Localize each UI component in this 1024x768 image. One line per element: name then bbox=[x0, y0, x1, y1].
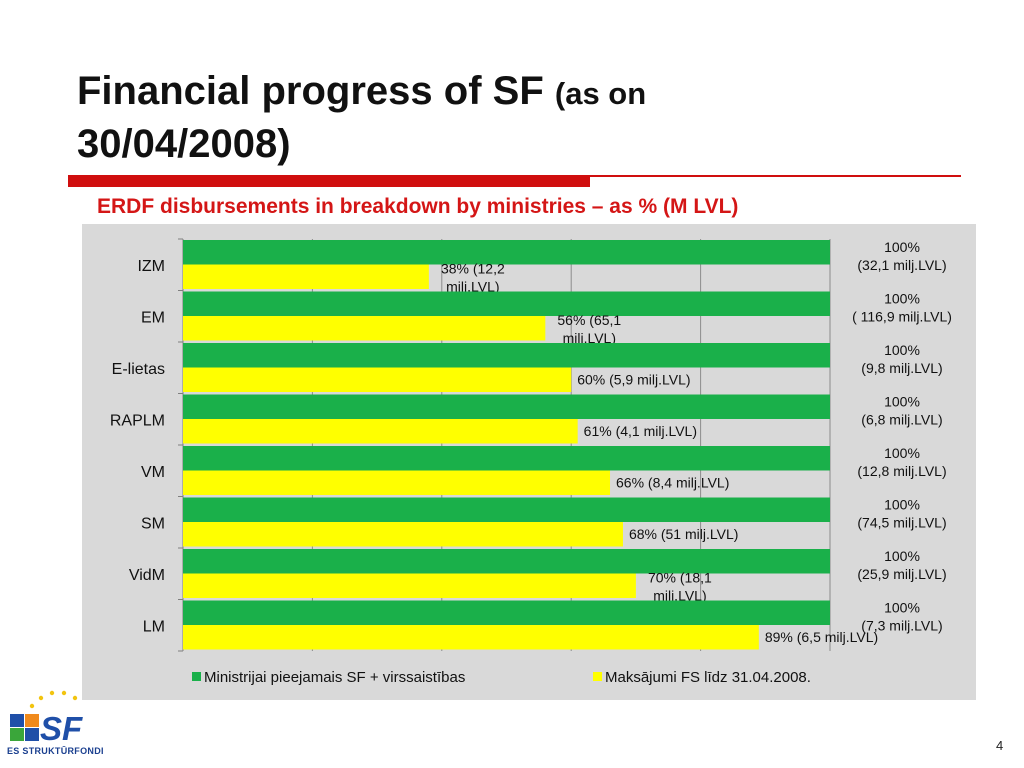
bar-available bbox=[183, 394, 830, 419]
data-label-payments: 70% (18,1 milj.LVL) bbox=[648, 570, 712, 604]
data-label-payments: 66% (8,4 milj.LVL) bbox=[616, 475, 729, 491]
data-label-payments: 56% (65,1 milj.LVL) bbox=[557, 312, 621, 346]
data-label-payments: 89% (6,5 milj.LVL) bbox=[765, 629, 878, 645]
legend-item-available: Ministrijai pieejamais SF + virssaistība… bbox=[192, 669, 465, 686]
bar-available bbox=[183, 446, 830, 471]
legend-label-payments: Maksājumi FS līdz 31.04.2008. bbox=[605, 669, 811, 686]
data-label-available: 100% (74,5 milj.LVL) bbox=[857, 497, 946, 531]
data-label-payments: 38% (12,2 milj.LVL) bbox=[441, 261, 505, 295]
data-label-payments: 68% (51 milj.LVL) bbox=[629, 526, 738, 542]
bar-payments bbox=[183, 470, 611, 495]
category-label: RAPLM bbox=[110, 412, 165, 429]
legend-swatch-available bbox=[192, 672, 201, 681]
data-label-available: 100% (25,9 milj.LVL) bbox=[857, 548, 946, 582]
legend-item-payments: Maksājumi FS līdz 31.04.2008. bbox=[593, 669, 811, 686]
category-label: IZM bbox=[137, 258, 165, 275]
data-label-available: 100% (9,8 milj.LVL) bbox=[861, 342, 942, 376]
bar-payments bbox=[183, 522, 623, 547]
chart-panel: IZM 100% (32,1 milj.LVL) 38% (12,2 milj.LVL)… bbox=[82, 224, 976, 700]
bar-available bbox=[183, 343, 830, 368]
bar-payments bbox=[183, 419, 578, 444]
sf-logo-mark: SF bbox=[40, 710, 83, 747]
data-label-payments: 60% (5,9 milj.LVL) bbox=[577, 372, 690, 388]
bar-payments bbox=[183, 573, 636, 598]
bar-payments bbox=[183, 316, 546, 341]
category-label: SM bbox=[141, 515, 165, 532]
title-divider bbox=[68, 175, 961, 189]
page-number: 4 bbox=[996, 738, 1004, 753]
slide-title-date: 30/04/2008) bbox=[77, 122, 291, 166]
chart-legend: Ministrijai pieejamais SF + virssaistība… bbox=[82, 667, 976, 693]
legend-swatch-payments bbox=[593, 672, 602, 681]
data-label-available: 100% (7,3 milj.LVL) bbox=[861, 600, 942, 634]
sf-logo-caption: ES STRUKTŪRFONDI bbox=[7, 746, 104, 756]
bar-payments bbox=[183, 625, 759, 650]
bar-available bbox=[183, 497, 830, 522]
category-label: EM bbox=[141, 309, 165, 326]
bar-payments bbox=[183, 264, 429, 289]
chart-title: ERDF disbursements in breakdown by minis… bbox=[97, 195, 739, 218]
bar-available bbox=[183, 600, 830, 625]
data-label-available: 100%( 116,9 milj.LVL) bbox=[852, 291, 952, 325]
category-label: LM bbox=[143, 618, 165, 635]
squares-icon bbox=[10, 714, 39, 741]
data-label-available: 100% (32,1 milj.LVL) bbox=[857, 239, 946, 273]
category-label: VidM bbox=[129, 567, 165, 584]
bar-available bbox=[183, 240, 830, 265]
slide-title-date-prefix: (as on bbox=[554, 76, 647, 111]
star-arc-icon bbox=[29, 690, 78, 709]
category-label: VM bbox=[141, 464, 165, 481]
sf-logo: SF bbox=[10, 690, 83, 747]
title-divider-thin bbox=[590, 175, 961, 177]
title-divider-thick bbox=[68, 175, 590, 187]
bar-available bbox=[183, 291, 830, 316]
bar-available bbox=[183, 549, 830, 574]
legend-label-available: Ministrijai pieejamais SF + virssaistība… bbox=[204, 669, 466, 686]
slide-title-main: Financial progress of SF bbox=[77, 69, 544, 113]
slide-title: Financial progress of SF (as on 30/04/20… bbox=[77, 66, 977, 169]
category-label: E-lietas bbox=[112, 361, 165, 378]
data-label-available: 100% (12,8 milj.LVL) bbox=[857, 445, 946, 479]
bar-payments bbox=[183, 367, 572, 392]
bar-chart: IZM 100% (32,1 milj.LVL) 38% (12,2 milj.LVL)… bbox=[110, 238, 952, 652]
data-label-payments: 61% (4,1 milj.LVL) bbox=[584, 423, 697, 439]
data-label-available: 100% (6,8 milj.LVL) bbox=[861, 394, 942, 428]
